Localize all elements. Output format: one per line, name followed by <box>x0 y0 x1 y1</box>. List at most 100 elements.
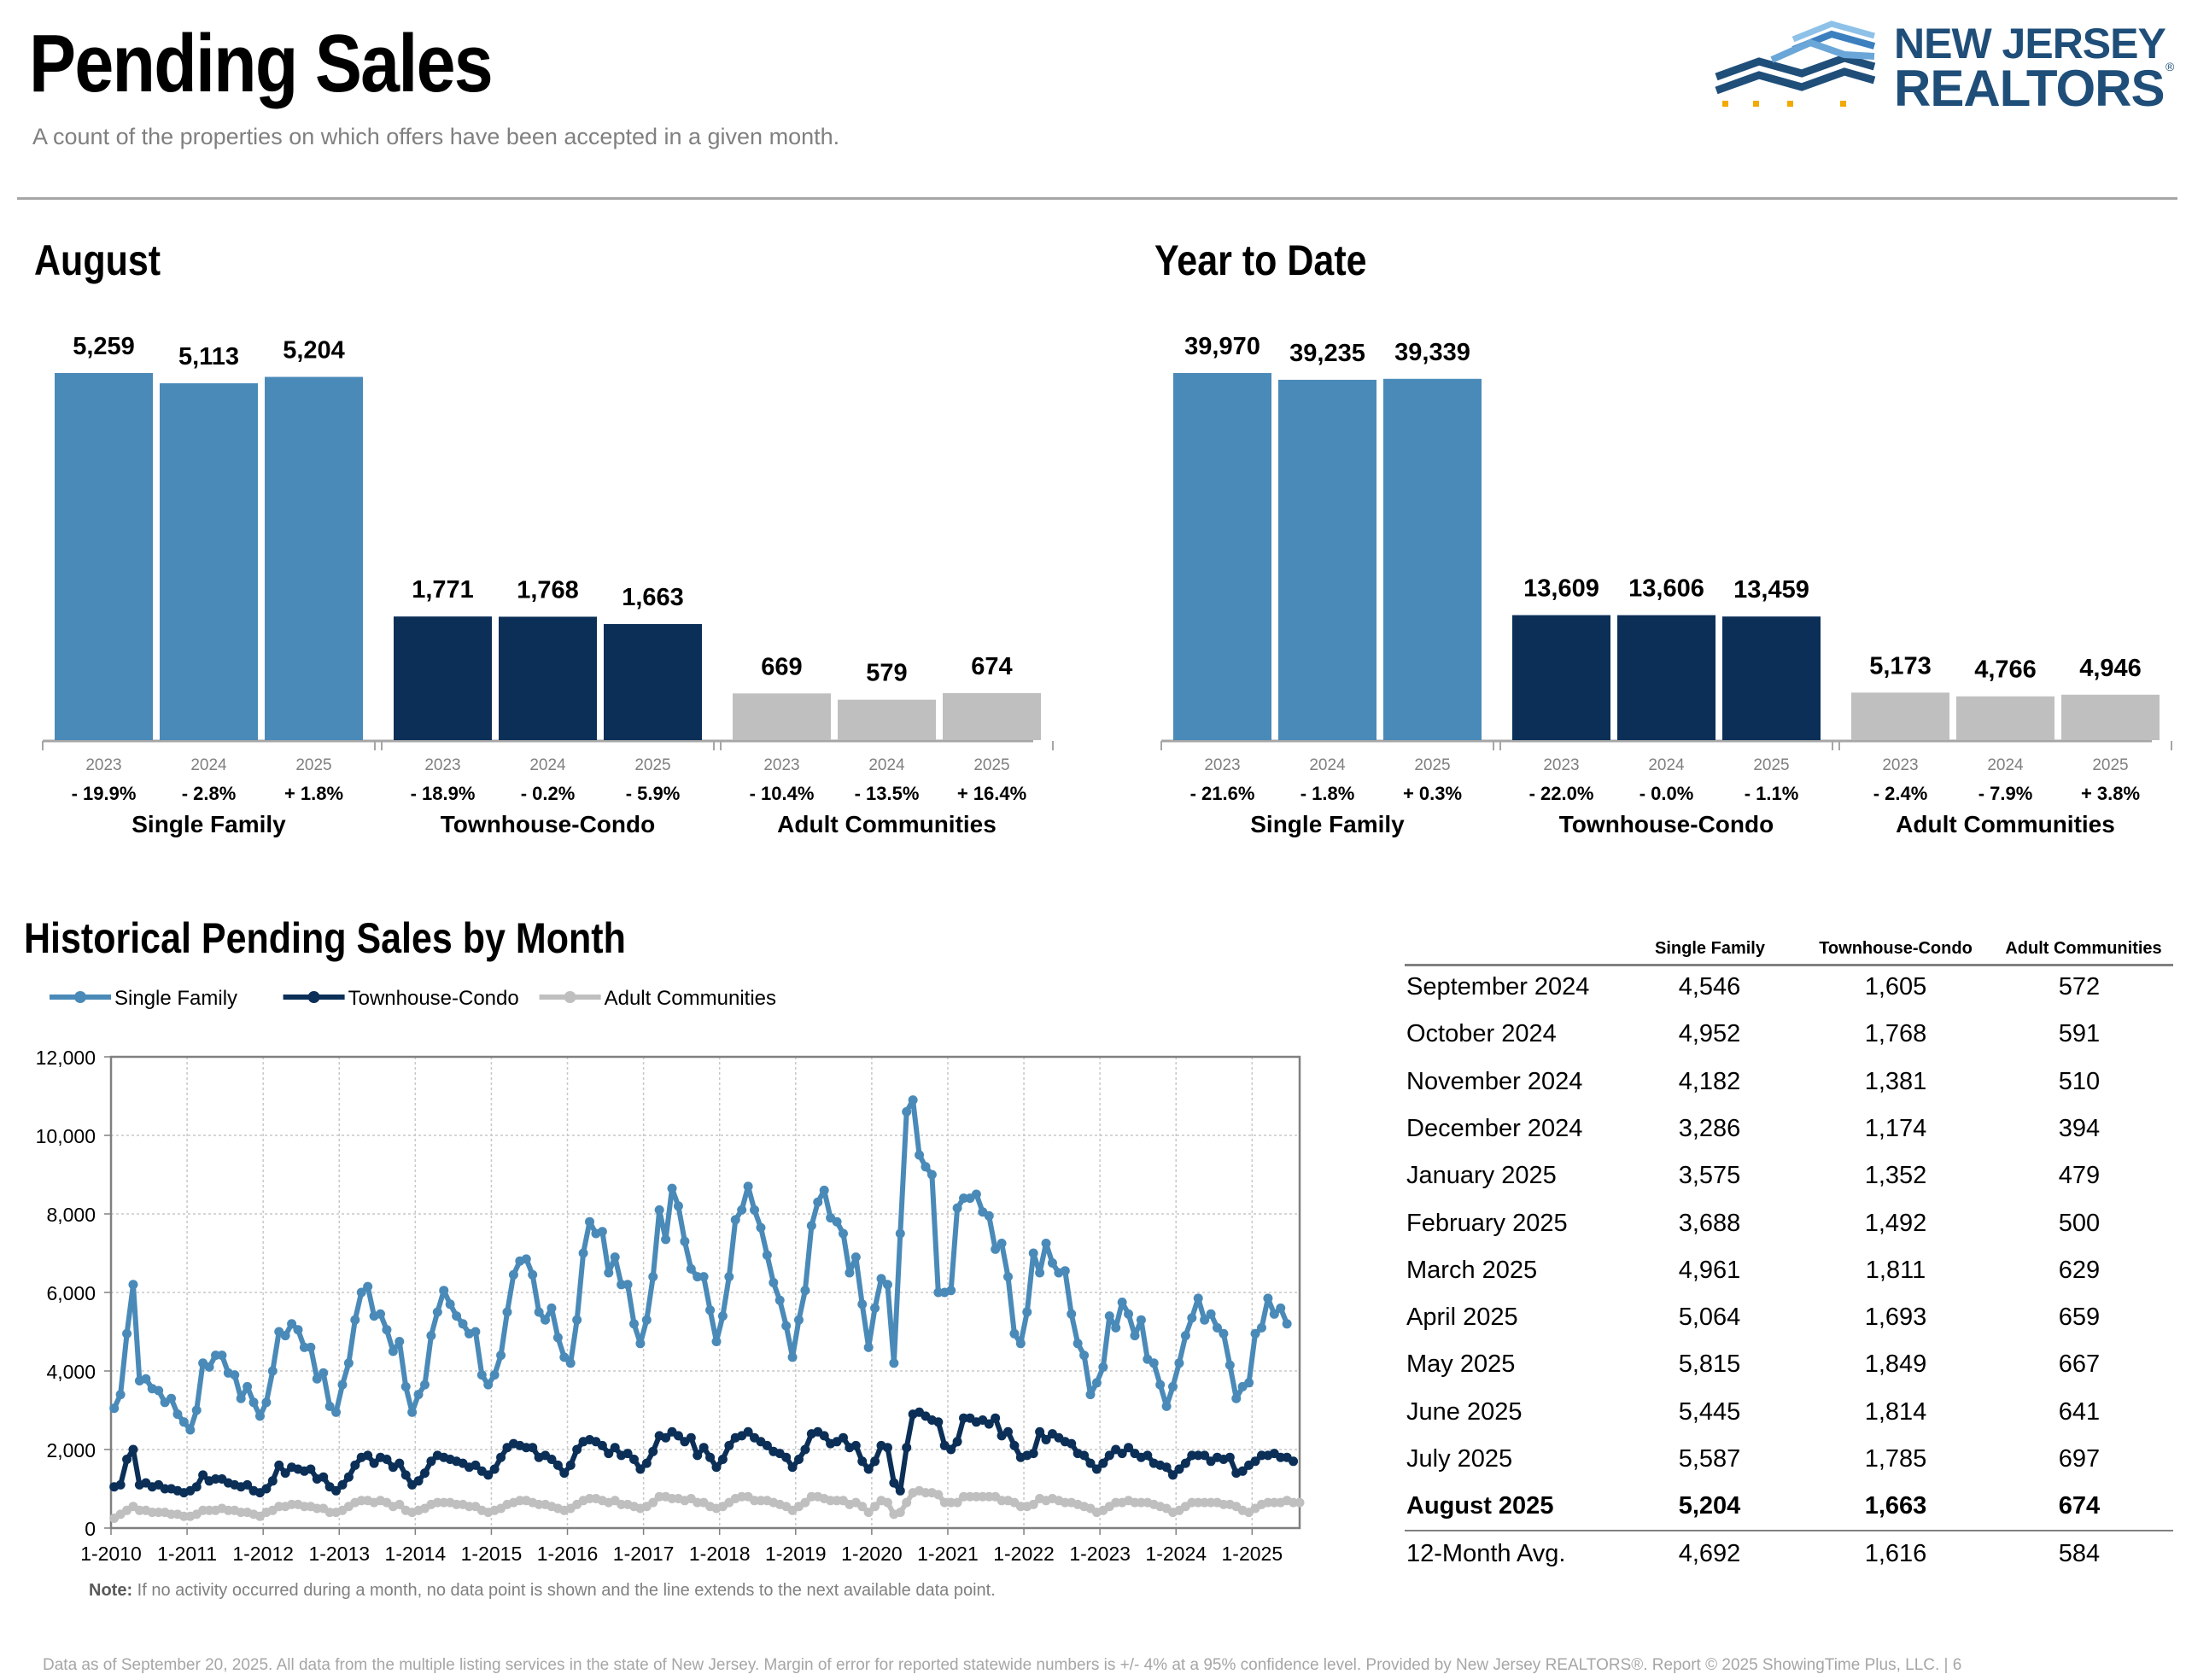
point-single-family <box>376 1309 386 1319</box>
table-row: December 2024 3,286 1,174 394 <box>1405 1106 2173 1153</box>
point-townhouse-condo <box>128 1444 138 1455</box>
point-townhouse-condo <box>1028 1449 1038 1459</box>
table-row: September 2024 4,546 1,605 572 <box>1405 965 2173 1012</box>
point-single-family <box>806 1221 816 1231</box>
point-townhouse-condo <box>628 1455 639 1464</box>
point-single-family <box>1231 1393 1242 1403</box>
point-single-family <box>331 1407 342 1417</box>
point-townhouse-condo <box>198 1470 208 1480</box>
logo-building-icon <box>1715 20 1876 107</box>
bar-year-label: 2024 <box>1309 756 1346 774</box>
table-cell-ac: 629 <box>2058 1256 2101 1284</box>
point-townhouse-condo <box>419 1468 430 1479</box>
point-single-family <box>654 1205 664 1215</box>
point-single-family <box>1282 1319 1292 1329</box>
table-cell-tc: 1,605 <box>1864 973 1927 1000</box>
footnote-label: Note: <box>89 1581 133 1600</box>
point-townhouse-condo <box>641 1458 652 1468</box>
bar-single-family-2023 <box>1173 373 1271 740</box>
point-townhouse-condo <box>337 1479 348 1490</box>
bar-group-label: Single Family <box>132 811 286 837</box>
table-cell-ac: 674 <box>2058 1492 2101 1520</box>
table-cell-month: September 2024 <box>1406 973 1590 1000</box>
point-single-family <box>1098 1362 1108 1372</box>
point-single-family <box>337 1380 348 1390</box>
point-single-family <box>971 1189 981 1199</box>
table-header-adult-communities: Adult Communities <box>2005 939 2162 958</box>
point-single-family <box>1002 1272 1013 1282</box>
point-single-family <box>1022 1307 1032 1317</box>
point-townhouse-condo <box>1124 1443 1134 1453</box>
point-townhouse-condo <box>363 1450 373 1461</box>
bar-year-label: 2024 <box>190 756 227 774</box>
point-single-family <box>717 1311 728 1321</box>
point-single-family <box>857 1299 868 1310</box>
point-single-family <box>1187 1313 1197 1323</box>
point-single-family <box>1168 1381 1178 1391</box>
point-adult-communities <box>952 1497 962 1508</box>
point-single-family <box>661 1234 671 1245</box>
page-title: Pending Sales <box>29 18 494 109</box>
point-townhouse-condo <box>705 1452 716 1462</box>
point-adult-communities <box>857 1502 868 1512</box>
bar-group-label: Adult Communities <box>777 811 997 837</box>
point-single-family <box>521 1254 531 1264</box>
table-cell-tc: 1,849 <box>1864 1350 1927 1379</box>
point-single-family <box>711 1337 722 1346</box>
point-single-family <box>730 1215 740 1225</box>
bar-value-label: 1,768 <box>517 576 579 604</box>
point-single-family <box>382 1325 392 1335</box>
table-header-single-family: Single Family <box>1655 939 1765 958</box>
bar-group-label: Adult Communities <box>1896 811 2115 837</box>
point-single-family <box>204 1362 214 1372</box>
point-single-family <box>926 1170 937 1180</box>
point-townhouse-condo <box>933 1417 944 1427</box>
bar-value-label: 5,259 <box>73 333 135 360</box>
point-townhouse-condo <box>1002 1426 1013 1437</box>
table-row: August 2025 5,204 1,663 674 <box>1405 1484 2173 1531</box>
point-townhouse-condo <box>984 1419 994 1429</box>
x-tick-label: 1-2024 <box>1145 1543 1207 1565</box>
point-single-family <box>850 1252 861 1263</box>
point-townhouse-condo <box>243 1479 253 1490</box>
point-townhouse-condo <box>122 1455 132 1464</box>
point-single-family <box>1256 1322 1266 1333</box>
table-cell-tc: 1,352 <box>1864 1162 1927 1190</box>
table-cell-tc: 1,693 <box>1864 1304 1927 1332</box>
bar-year-label: 2023 <box>1204 756 1240 774</box>
x-tick-label: 1-2020 <box>841 1543 903 1565</box>
point-single-family <box>1263 1293 1273 1304</box>
y-tick-label: 6,000 <box>46 1282 96 1304</box>
point-townhouse-condo <box>902 1443 912 1453</box>
point-townhouse-condo <box>559 1468 570 1479</box>
bar-value-label: 4,946 <box>2079 655 2142 682</box>
point-single-family <box>1269 1309 1279 1319</box>
bar-value-label: 669 <box>761 653 802 680</box>
point-townhouse-condo <box>382 1455 392 1464</box>
point-single-family <box>1250 1328 1260 1339</box>
logo-text-line2: REALTORS <box>1894 60 2165 117</box>
point-single-family <box>673 1201 683 1211</box>
point-single-family <box>115 1390 126 1400</box>
point-townhouse-condo <box>819 1431 829 1441</box>
point-single-family <box>1149 1358 1159 1368</box>
legend-swatch-marker <box>74 991 86 1003</box>
table-row: February 2025 3,688 1,492 500 <box>1405 1201 2173 1248</box>
point-single-family <box>774 1295 785 1305</box>
point-adult-communities <box>648 1497 658 1508</box>
point-adult-communities <box>870 1502 880 1512</box>
point-single-family <box>915 1150 925 1160</box>
point-townhouse-condo <box>331 1485 342 1496</box>
table-header-rule <box>1405 964 2173 966</box>
point-townhouse-condo <box>413 1476 424 1486</box>
bar-change-label: - 0.0% <box>1640 783 1694 804</box>
y-tick-label: 8,000 <box>46 1204 96 1226</box>
point-single-family <box>1161 1401 1172 1411</box>
point-townhouse-condo <box>489 1464 500 1474</box>
point-single-family <box>458 1319 468 1329</box>
point-single-family <box>141 1374 151 1384</box>
bar-change-label: - 18.9% <box>411 783 476 804</box>
legend-label: Townhouse-Condo <box>348 987 519 1010</box>
point-townhouse-condo <box>693 1450 703 1461</box>
point-single-family <box>122 1328 132 1339</box>
